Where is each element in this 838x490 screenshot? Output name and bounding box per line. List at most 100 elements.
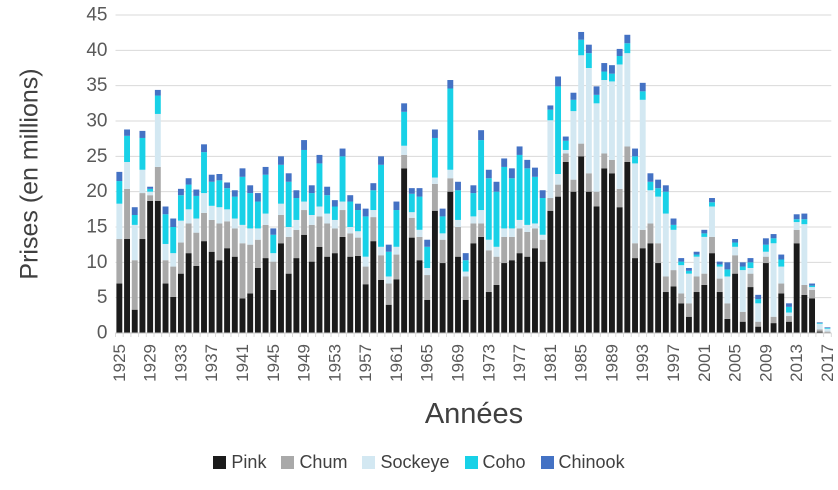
bar-segment [608, 173, 615, 333]
bar-segment [485, 292, 492, 333]
bar-segment [685, 270, 692, 274]
bar-segment [709, 253, 715, 333]
legend-swatch-coho [464, 456, 478, 469]
bar-segment [570, 111, 577, 180]
bar-segment [801, 219, 808, 225]
bar-segment [716, 292, 723, 333]
bar-segment [678, 261, 685, 266]
bar-segment [408, 217, 415, 238]
bar-segment [262, 258, 269, 333]
x-tick-label: 2017 [818, 344, 837, 382]
bar-segment [547, 198, 554, 211]
bar-segment [455, 227, 461, 257]
bar-segment [678, 265, 685, 294]
bar-segment [162, 214, 169, 244]
y-tick-label: 45 [86, 5, 107, 26]
bar-segment [578, 156, 585, 333]
bar-segment [555, 174, 562, 185]
bar-segment [508, 178, 515, 229]
bar-segment [339, 210, 346, 237]
bar-segment [224, 209, 231, 222]
bar-segment [724, 276, 731, 304]
bar-segment [124, 135, 130, 162]
bar-segment [539, 190, 546, 199]
bar-segment [193, 232, 200, 266]
bar-segment [608, 73, 615, 82]
bar-segment [762, 244, 769, 252]
bar-segment [724, 269, 731, 277]
bar-segment [470, 193, 477, 217]
bar-segment [770, 323, 777, 333]
bar-segment [378, 156, 384, 165]
bar-segment [647, 190, 654, 224]
bar-segment [655, 188, 662, 197]
x-tick-label: 2005 [726, 344, 745, 382]
legend-label: Coho [482, 452, 526, 472]
bar-segment [793, 214, 800, 220]
legend-item-chinook: Chinook [540, 452, 625, 473]
bar-segment [393, 254, 400, 280]
bar-segment [308, 261, 315, 333]
bar-segment [647, 243, 654, 333]
bar-segment [524, 168, 531, 225]
bar-segment [208, 251, 215, 333]
bar-segment [362, 266, 369, 285]
bar-segment [709, 236, 715, 254]
bar-segment [539, 239, 546, 262]
bar-segment [809, 298, 816, 333]
bar-segment [701, 229, 708, 234]
bar-segment [562, 136, 569, 141]
bar-segment [416, 229, 423, 237]
bar-segment [278, 203, 284, 215]
bar-segment [124, 129, 130, 136]
x-tick-label: 1929 [141, 344, 160, 382]
bar-segment [439, 263, 446, 333]
bar-segment [431, 183, 438, 211]
bar-segment [331, 206, 338, 220]
bar-segment [516, 219, 523, 229]
bar-segment [478, 140, 485, 211]
bar-segment [401, 103, 408, 112]
bar-segment [593, 94, 600, 104]
bar-segment [455, 181, 461, 191]
bar-segment [693, 256, 700, 277]
bar-segment [662, 276, 669, 293]
bar-segment [716, 261, 723, 265]
x-tick-label: 1953 [325, 344, 344, 382]
bar-segment [339, 156, 346, 202]
bar-segment [632, 148, 638, 157]
bar-segment [354, 237, 361, 256]
bar-segment [508, 236, 515, 261]
bar-segment [470, 223, 477, 244]
bar-segment [770, 234, 777, 239]
bar-segment [362, 216, 369, 257]
bar-segment [378, 280, 384, 333]
bar-segment [354, 231, 361, 238]
bar-segment [670, 270, 677, 287]
bar-segment [185, 253, 192, 333]
y-tick-label: 5 [97, 287, 108, 308]
bar-segment [131, 224, 138, 261]
bar-segment [247, 293, 254, 333]
bar-segment [116, 239, 123, 284]
bar-segment [193, 189, 200, 196]
bar-segment [501, 228, 508, 237]
bar-segment [670, 218, 677, 225]
bar-segment [539, 261, 546, 333]
bar-segment [770, 243, 777, 317]
bar-segment [401, 154, 408, 169]
bar-segment [393, 201, 400, 211]
bar-segment [485, 178, 492, 240]
bar-segment [270, 261, 277, 290]
bar-segment [562, 161, 569, 333]
bar-segment [216, 260, 223, 333]
bar-segment [778, 283, 785, 294]
bar-segment [608, 65, 615, 74]
bar-segment [254, 193, 261, 202]
bar-segment [170, 266, 177, 297]
bar-segment [778, 254, 785, 260]
bar-segment [416, 188, 423, 197]
bar-segment [339, 148, 346, 157]
bar-segment [347, 227, 354, 234]
